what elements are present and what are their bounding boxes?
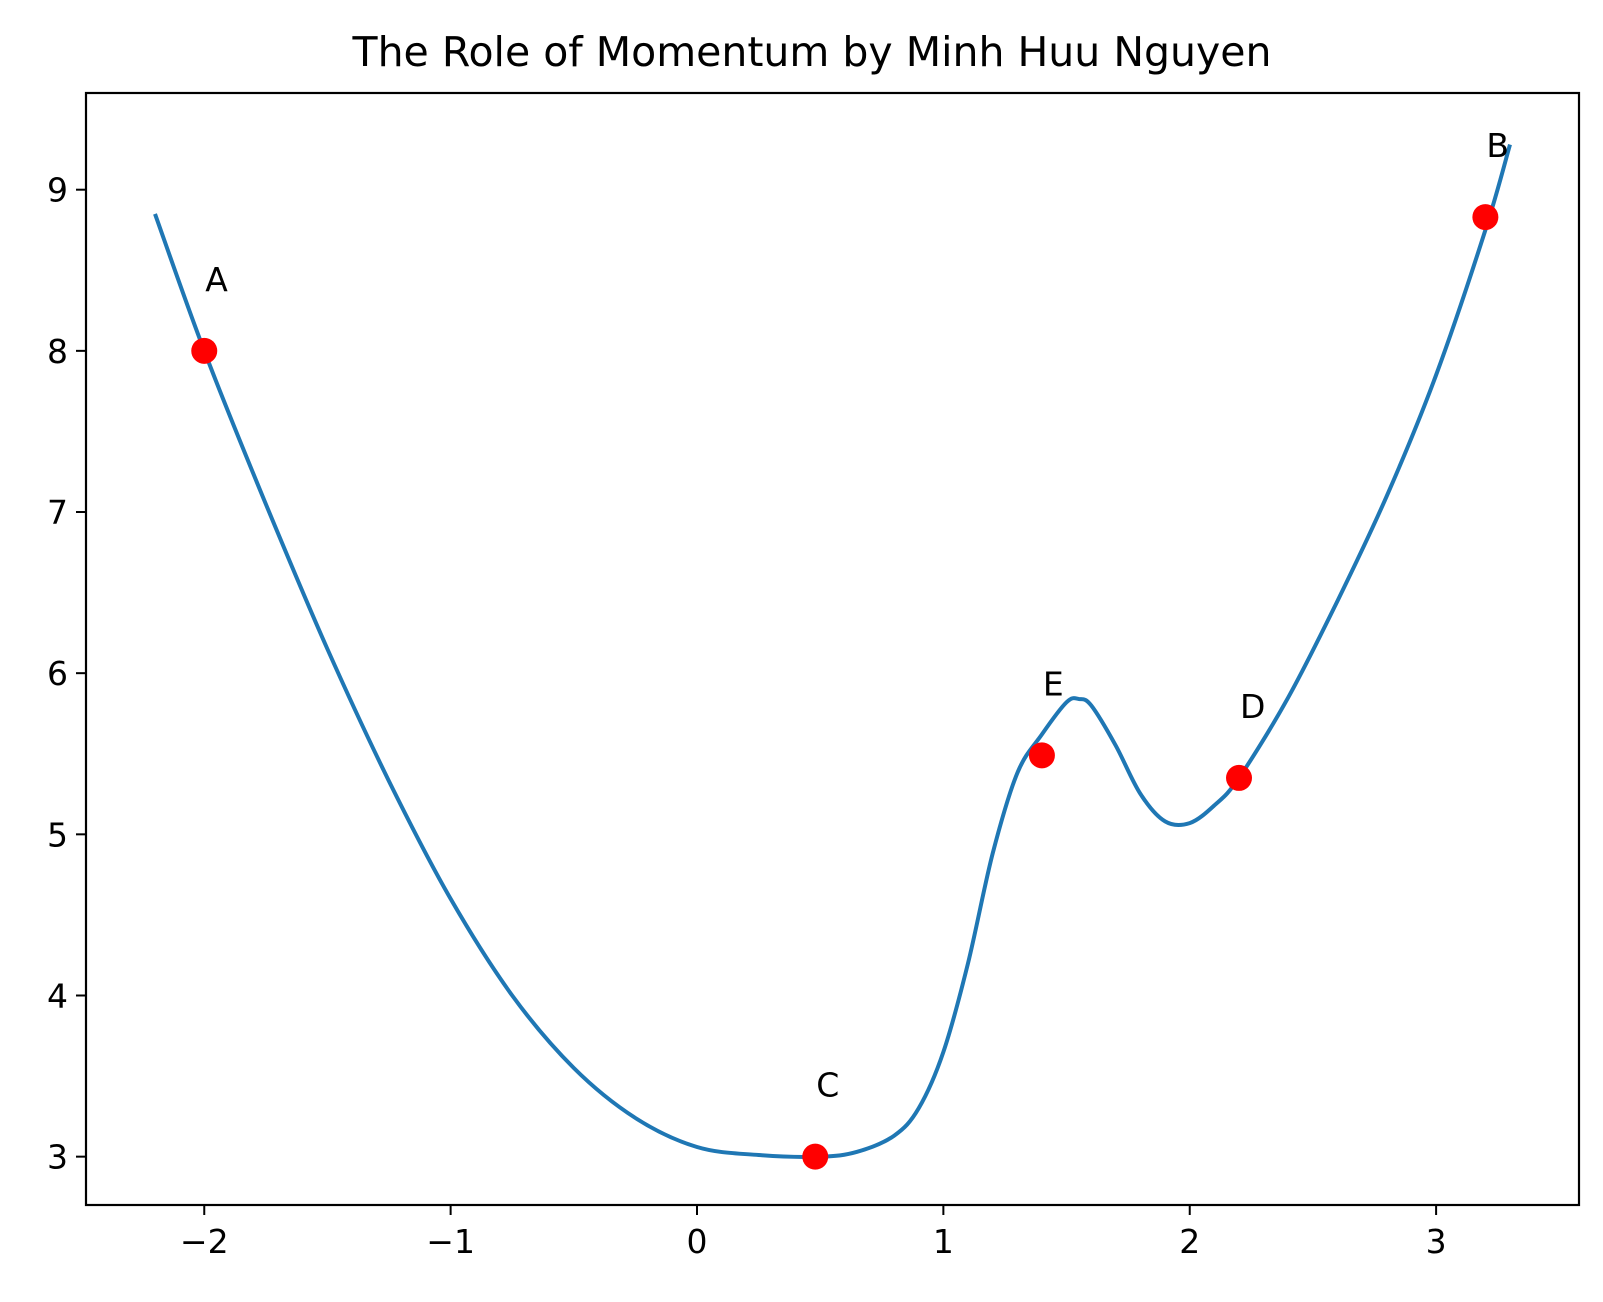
- series-line-0: [153, 144, 1512, 1159]
- point-label-c: C: [816, 1066, 839, 1105]
- y-tick-label: 7: [47, 493, 68, 532]
- point-d: [1226, 764, 1253, 791]
- y-tick-label: 4: [47, 976, 68, 1015]
- axes-frame: [84, 91, 1581, 1207]
- y-axis: 3 4 5 6 7 8 9: [47, 171, 86, 1177]
- y-tick-label: 6: [47, 654, 68, 693]
- chart-title: The Role of Momentum by Minh Huu Nguyen: [352, 28, 1272, 76]
- point-a: [191, 337, 218, 364]
- point-c: [802, 1143, 829, 1170]
- x-tick-label: −2: [180, 1222, 229, 1261]
- point-label-b: B: [1486, 126, 1509, 165]
- plot-area: A B C D E: [153, 126, 1512, 1170]
- y-tick-label: 3: [47, 1138, 68, 1177]
- x-tick-label: 2: [1179, 1222, 1200, 1261]
- y-tick-label: 9: [47, 171, 68, 210]
- x-tick-label: 3: [1426, 1222, 1447, 1261]
- x-tick-label: −1: [426, 1222, 475, 1261]
- y-tick-label: 5: [47, 815, 68, 854]
- point-label-d: D: [1240, 687, 1265, 726]
- x-axis: −2 −1 0 1 2 3: [180, 1205, 1447, 1261]
- point-b: [1472, 204, 1499, 231]
- x-tick-label: 1: [933, 1222, 954, 1261]
- point-label-a: A: [205, 260, 228, 299]
- point-label-e: E: [1043, 664, 1064, 703]
- y-tick-label: 8: [47, 332, 68, 371]
- point-e: [1028, 742, 1055, 769]
- x-tick-label: 0: [686, 1222, 707, 1261]
